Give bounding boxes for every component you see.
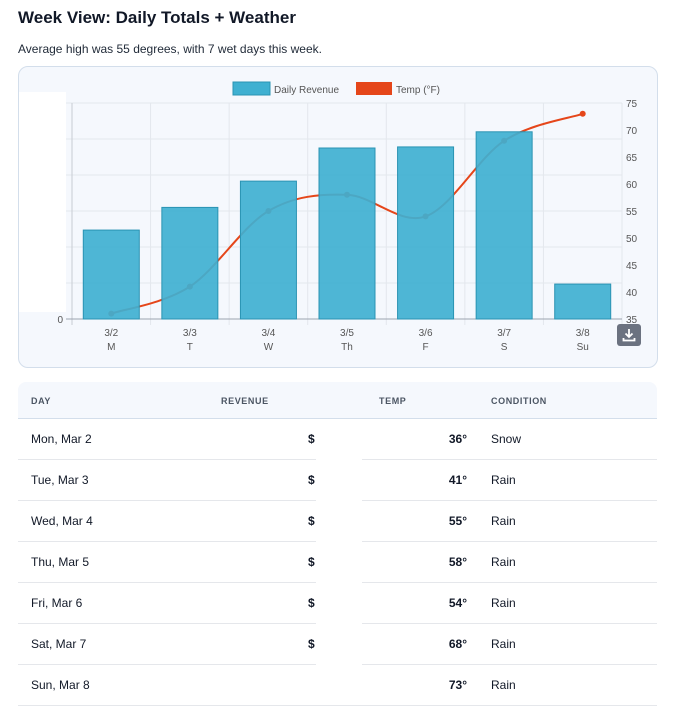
legend-swatch-temp <box>356 82 392 95</box>
cell-condition: Rain <box>491 596 516 610</box>
x-tick-sublabel: W <box>264 342 274 353</box>
cell-temp: 73° <box>448 678 467 692</box>
cell-day: Sat, Mar 7 <box>31 637 87 651</box>
revenue-bar <box>397 146 455 320</box>
cell-revenue: $ <box>308 473 315 487</box>
x-tick: 3/5 <box>340 328 354 339</box>
right-tick: 75 <box>626 99 638 110</box>
page-subtitle: Average high was 55 degrees, with 7 wet … <box>18 42 322 56</box>
cell-temp: 54° <box>448 596 467 610</box>
x-tick-sublabel: M <box>107 342 115 353</box>
table-header: DAY REVENUE TEMP CONDITION <box>18 382 657 419</box>
header-temp: TEMP <box>379 396 407 406</box>
revenue-bar <box>82 229 140 320</box>
redaction <box>19 92 66 312</box>
right-tick: 35 <box>626 315 638 326</box>
x-tick-sublabel: Su <box>577 342 589 353</box>
cell-temp: 58° <box>448 555 467 569</box>
x-tick-sublabel: F <box>423 342 429 353</box>
cell-temp: 68° <box>448 637 467 651</box>
right-tick: 50 <box>626 234 638 245</box>
cell-day: Sun, Mar 8 <box>31 678 90 692</box>
cell-revenue: $ <box>308 637 315 651</box>
revenue-bar <box>475 131 533 320</box>
x-tick-sublabel: Th <box>341 342 353 353</box>
cell-revenue: $ <box>308 432 315 446</box>
revenue-bar <box>554 283 612 320</box>
legend-label-temp: Temp (°F) <box>396 85 440 96</box>
header-day: DAY <box>31 396 51 406</box>
temp-point <box>579 110 586 117</box>
right-tick: 70 <box>626 126 638 137</box>
x-tick: 3/3 <box>183 328 197 339</box>
cell-condition: Rain <box>491 473 516 487</box>
header-condition: CONDITION <box>491 396 547 406</box>
cell-condition: Rain <box>491 555 516 569</box>
cell-revenue: $ <box>308 514 315 528</box>
header-revenue: REVENUE <box>221 396 269 406</box>
cell-condition: Rain <box>491 678 516 692</box>
x-tick: 3/6 <box>419 328 433 339</box>
page-title: Week View: Daily Totals + Weather <box>18 8 296 27</box>
cell-day: Thu, Mar 5 <box>31 555 90 569</box>
revenue-bar <box>161 206 219 320</box>
download-button[interactable] <box>617 324 641 346</box>
right-tick: 60 <box>626 180 638 191</box>
x-tick: 3/7 <box>497 328 511 339</box>
x-tick: 3/4 <box>261 328 275 339</box>
legend-swatch-revenue <box>232 81 271 96</box>
redaction <box>316 420 362 690</box>
cell-temp: 55° <box>448 514 467 528</box>
left-tick: 0 <box>57 315 63 326</box>
cell-condition: Rain <box>491 637 516 651</box>
chart: 0 75 70 65 60 55 50 45 40 35 3/2 M 3/3 T 3/4 W 3/5 Th 3/6 F… <box>57 81 638 353</box>
right-tick: 55 <box>626 207 638 218</box>
cell-temp: 41° <box>448 473 467 487</box>
x-tick-sublabel: T <box>187 342 193 353</box>
cell-day: Tue, Mar 3 <box>31 473 89 487</box>
right-tick: 40 <box>626 288 638 299</box>
cell-revenue: $ <box>308 596 315 610</box>
cell-revenue: $ <box>308 555 315 569</box>
x-tick-sublabel: S <box>501 342 508 353</box>
right-tick: 45 <box>626 261 638 272</box>
cell-day: Mon, Mar 2 <box>31 432 92 446</box>
cell-condition: Snow <box>491 432 522 446</box>
cell-day: Wed, Mar 4 <box>31 514 93 528</box>
revenue-bar <box>318 147 376 320</box>
right-tick: 65 <box>626 153 638 164</box>
legend-label-revenue: Daily Revenue <box>274 85 339 96</box>
revenue-bar <box>239 180 297 320</box>
cell-temp: 36° <box>448 432 467 446</box>
cell-day: Fri, Mar 6 <box>31 596 83 610</box>
download-icon <box>622 329 636 342</box>
x-tick: 3/2 <box>104 328 118 339</box>
cell-condition: Rain <box>491 514 516 528</box>
x-tick: 3/8 <box>576 328 590 339</box>
table-row: Sun, Mar 8 73° Rain <box>18 665 657 706</box>
